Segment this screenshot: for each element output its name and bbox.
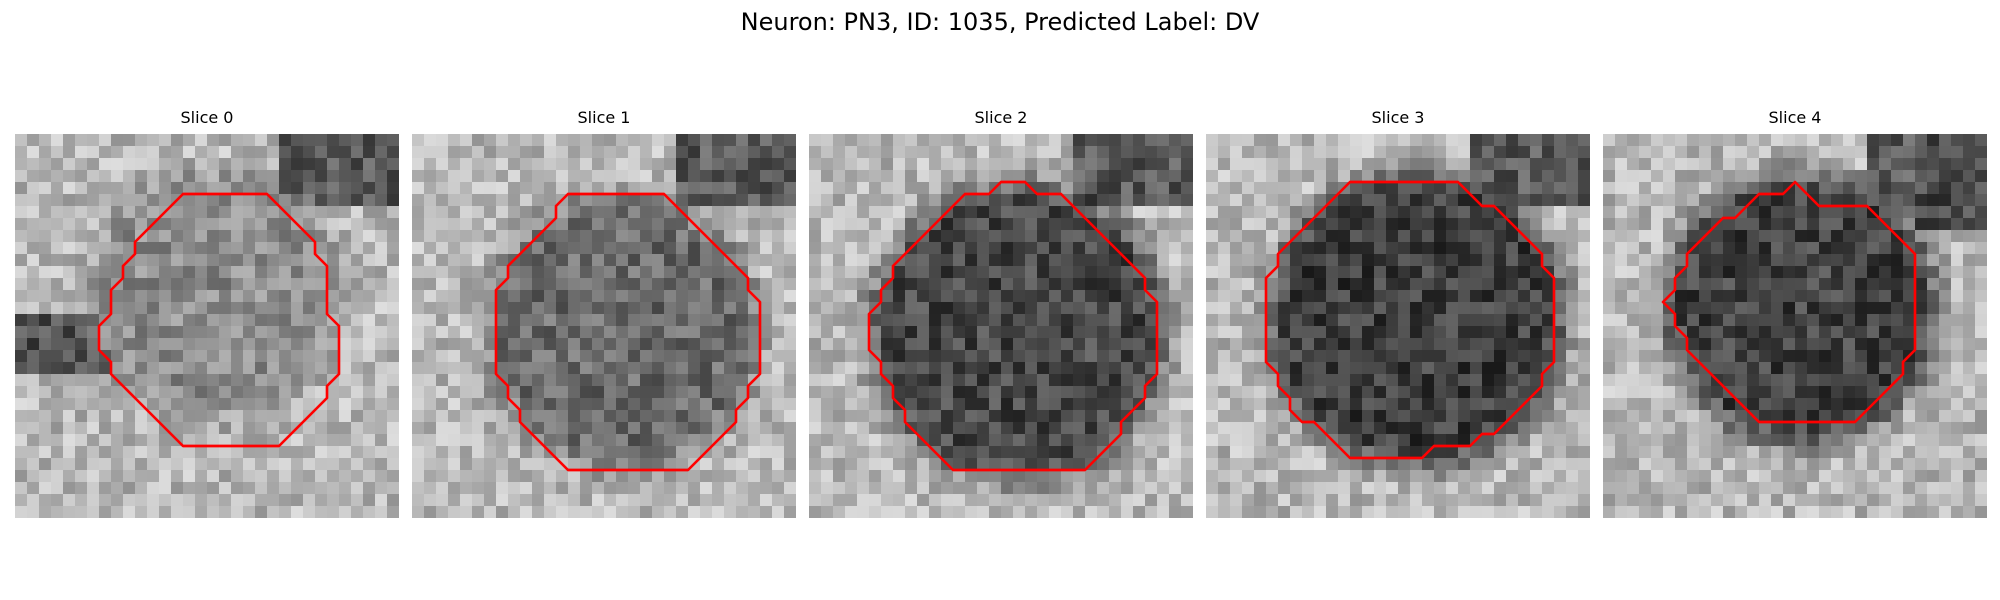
- slice-title: Slice 4: [1768, 108, 1822, 127]
- slice-title: Slice 1: [577, 108, 631, 127]
- slice-image: [809, 134, 1193, 518]
- slice-title: Slice 2: [974, 108, 1028, 127]
- slice-panel-4: Slice 4: [1603, 108, 1987, 518]
- slice-image: [1603, 134, 1987, 518]
- slice-image: [412, 134, 796, 518]
- slice-title: Slice 3: [1371, 108, 1425, 127]
- slice-image: [15, 134, 399, 518]
- pixel-grid: [809, 134, 1193, 518]
- cell-contour: [494, 192, 762, 472]
- slice-title: Slice 0: [180, 108, 234, 127]
- slice-panel-0: Slice 0: [15, 108, 399, 518]
- pixel-grid: [1603, 134, 1987, 518]
- cell-contour: [867, 180, 1159, 472]
- pixel-grid: [15, 134, 399, 518]
- pixel-grid: [412, 134, 796, 518]
- cell-contour: [1264, 180, 1556, 460]
- slice-panel-1: Slice 1: [412, 108, 796, 518]
- pixel-grid: [1206, 134, 1590, 518]
- figure-title: Neuron: PN3, ID: 1035, Predicted Label: …: [740, 8, 1260, 36]
- slice-panel-2: Slice 2: [809, 108, 1193, 518]
- slice-image: [1206, 134, 1590, 518]
- cell-contour: [97, 192, 341, 448]
- cell-contour: [1661, 180, 1917, 424]
- slice-panel-3: Slice 3: [1206, 108, 1590, 518]
